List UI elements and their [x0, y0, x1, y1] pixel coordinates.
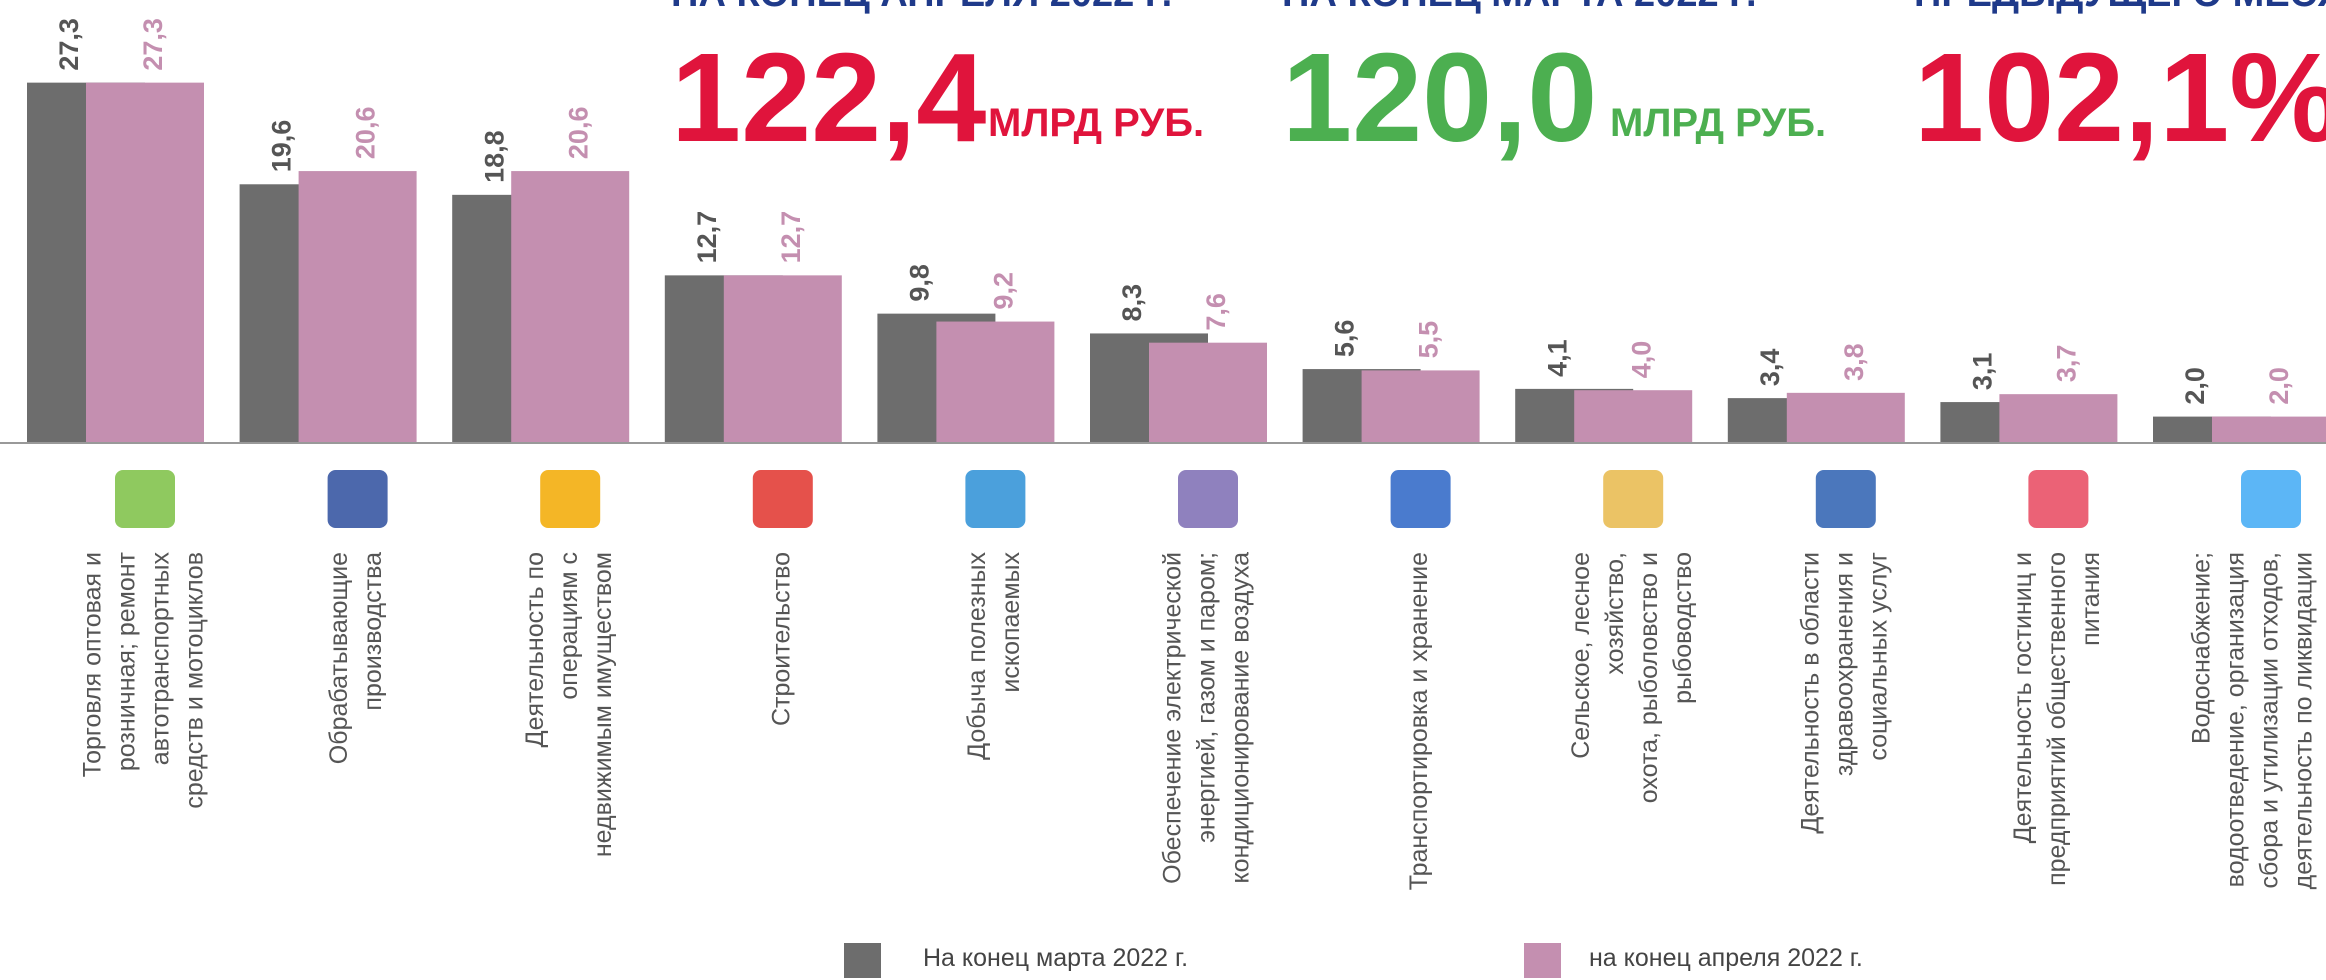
- category-icon: [1816, 470, 1876, 528]
- value-label: 27,3: [54, 18, 84, 71]
- bar: [1999, 394, 2117, 443]
- category-icon: [115, 470, 175, 528]
- category-icon: [540, 470, 600, 528]
- x-tick-label: хозяйство,: [1601, 552, 1629, 675]
- bar: [1149, 343, 1267, 443]
- x-tick-label: автотранспортных: [147, 552, 175, 766]
- value-label: 8,3: [1117, 284, 1147, 322]
- x-tick-label: Деятельность гостиниц и: [2009, 552, 2037, 843]
- x-tick-label: энергией, газом и паром;: [1193, 552, 1221, 843]
- value-label: 3,4: [1755, 349, 1785, 387]
- value-label: 12,7: [776, 211, 806, 264]
- legend-label: На конец марта 2022 г.: [923, 944, 1188, 972]
- bar: [511, 171, 629, 443]
- category-icon: [753, 470, 813, 528]
- category-icon: [2241, 470, 2301, 528]
- value-label: 2,0: [2264, 367, 2294, 405]
- value-label: 4,1: [1542, 339, 1572, 377]
- bar: [724, 275, 842, 443]
- category-icon: [2028, 470, 2088, 528]
- x-tick-label: рыбоводство: [1669, 552, 1697, 704]
- value-label: 9,2: [989, 272, 1019, 310]
- kpi-header: НА КОНЕЦ МАРТА 2022 Г.: [1282, 0, 1757, 15]
- value-label: 5,5: [1414, 321, 1444, 359]
- x-tick-label: социальных услуг: [1864, 552, 1892, 761]
- value-label: 7,6: [1201, 293, 1231, 331]
- x-tick-label: производства: [359, 552, 387, 711]
- bar: [936, 322, 1054, 443]
- x-tick-label: Обеспечение электрической: [1159, 552, 1187, 884]
- value-label: 12,7: [692, 211, 722, 264]
- x-tick-label: Деятельность по: [521, 552, 549, 747]
- bar: [1362, 370, 1480, 443]
- x-tick-label: охота, рыболовство и: [1635, 552, 1663, 803]
- bar: [299, 171, 417, 443]
- bar: [86, 83, 204, 443]
- value-label: 27,3: [138, 18, 168, 71]
- value-label: 20,6: [563, 107, 593, 160]
- category-icon: [1391, 470, 1451, 528]
- x-tick-label: Обрабатывающие: [325, 552, 353, 764]
- value-label: 18,8: [479, 130, 509, 183]
- x-tick-label: розничная; ремонт: [113, 551, 141, 771]
- x-tick-label: предприятий общественного: [2043, 552, 2071, 886]
- x-tick-label: Строительство: [767, 552, 795, 726]
- x-tick-label: операциям с: [555, 552, 583, 700]
- category-icon: [328, 470, 388, 528]
- value-label: 19,6: [267, 120, 297, 173]
- category-icon: [1603, 470, 1663, 528]
- value-label: 2,0: [2180, 367, 2210, 405]
- x-tick-label: недвижимым имуществом: [589, 552, 617, 857]
- bar: [1787, 393, 1905, 443]
- x-tick-label: Торговля оптовая и: [79, 552, 107, 777]
- x-tick-label: средств и мотоциклов: [181, 552, 209, 809]
- value-label: 3,8: [1839, 343, 1869, 381]
- x-tick-label: деятельность по ликвидации: [2290, 552, 2318, 889]
- x-tick-label: Сельское, лесное: [1567, 552, 1595, 759]
- x-tick-label: Транспортировка и хранение: [1405, 552, 1433, 890]
- kpi-header: ПРЕДЫДУЩЕГО МЕСЯЦА: [1914, 0, 2326, 15]
- category-icon: [965, 470, 1025, 528]
- legend-swatch: [1524, 943, 1561, 978]
- x-tick-label: Водоснабжение;: [2188, 552, 2216, 744]
- category-icon: [1178, 470, 1238, 528]
- kpi-value: 120,0: [1282, 27, 1597, 168]
- kpi-value: 122,4: [671, 27, 986, 168]
- x-tick-label: ископаемых: [997, 552, 1025, 693]
- x-tick-label: кондиционирование воздуха: [1227, 552, 1255, 884]
- chart: НА КОНЕЦ АПРЕЛЯ 2022 Г.122,4МЛРД РУБ.НА …: [0, 0, 2326, 980]
- kpi-header: НА КОНЕЦ АПРЕЛЯ 2022 Г.: [671, 0, 1172, 15]
- legend-label: на конец апреля 2022 г.: [1589, 944, 1863, 972]
- value-label: 3,1: [1968, 353, 1998, 391]
- value-label: 3,7: [2052, 345, 2082, 383]
- x-tick-label: здравоохранения и: [1830, 552, 1858, 776]
- x-tick-label: сбора и утилизации отходов,: [2256, 552, 2284, 889]
- x-tick-label: Деятельность в области: [1796, 552, 1824, 834]
- value-label: 9,8: [905, 264, 935, 302]
- kpi-value: 102,1%: [1914, 27, 2326, 168]
- kpi-unit: МЛРД РУБ.: [1610, 101, 1826, 145]
- bar: [2212, 417, 2326, 443]
- value-label: 4,0: [1626, 341, 1656, 379]
- value-label: 20,6: [351, 107, 381, 160]
- legend-swatch: [844, 943, 881, 978]
- x-tick-label: Добыча полезных: [963, 552, 991, 760]
- x-tick-label: питания: [2077, 552, 2105, 646]
- kpi-unit: МЛРД РУБ.: [988, 101, 1204, 145]
- bar: [1574, 390, 1692, 443]
- value-label: 5,6: [1330, 320, 1360, 358]
- x-tick-label: водоотведение, организация: [2222, 552, 2250, 887]
